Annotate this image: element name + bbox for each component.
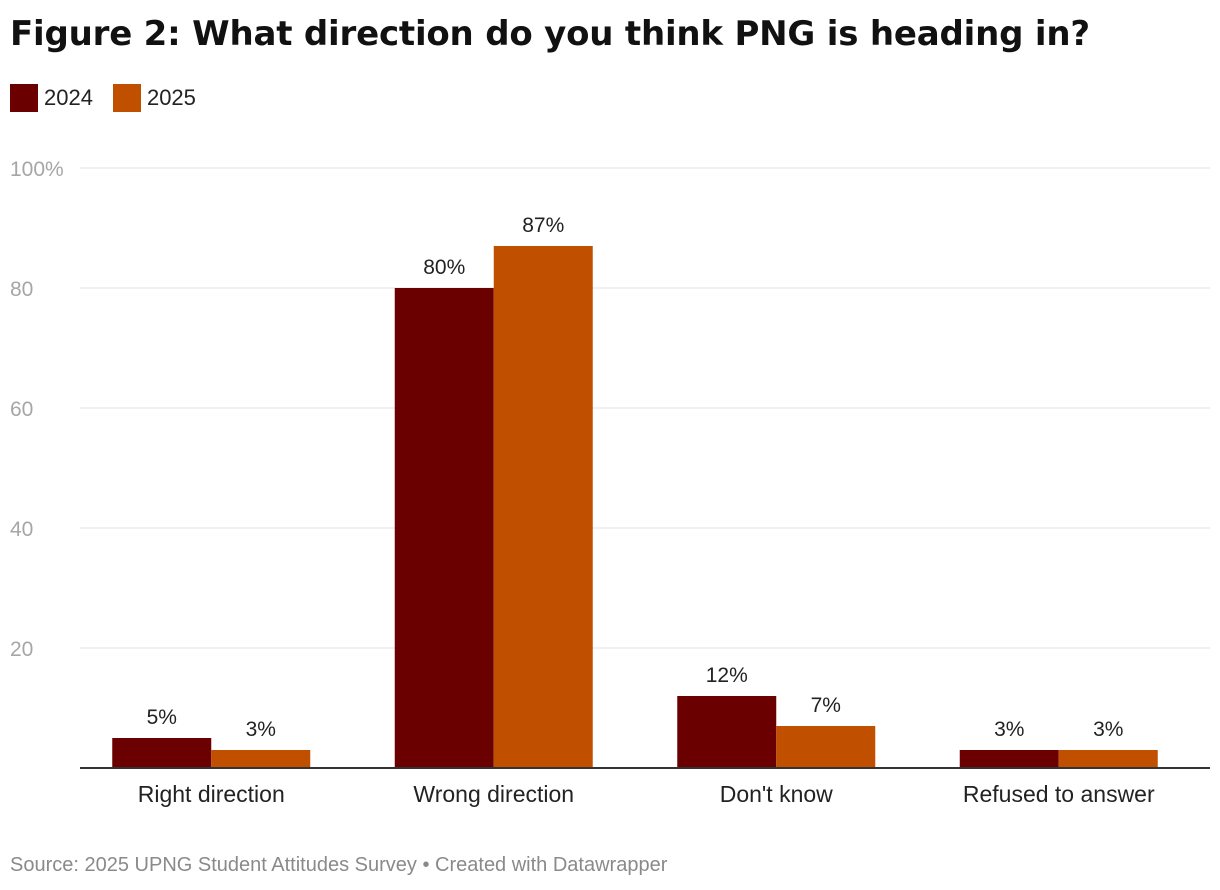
data-label: 3% — [246, 718, 276, 741]
legend-label-2025: 2025 — [146, 85, 196, 110]
footer-credit: Created with Datawrapper — [435, 854, 668, 876]
x-tick-label: Right direction — [138, 781, 285, 807]
bar-chart: 20 40 60 80 100% 5% 3% Right direction 80% 87% Wro… — [10, 158, 1210, 807]
y-tick-label: 100% — [10, 158, 64, 181]
y-tick-label: 80 — [10, 278, 33, 301]
x-tick-label: Wrong direction — [413, 781, 574, 807]
data-label: 3% — [994, 718, 1024, 741]
bar-2025 — [211, 750, 311, 768]
bar-2025 — [776, 726, 876, 768]
legend: 2024 2025 — [10, 84, 216, 112]
legend-swatch-2024 — [10, 84, 38, 112]
x-tick-label: Don't know — [720, 781, 833, 807]
y-tick-label: 40 — [10, 518, 33, 541]
data-label: 12% — [706, 664, 748, 687]
bar-2024 — [394, 288, 494, 768]
bar-2025 — [493, 246, 593, 768]
legend-label-2024: 2024 — [44, 85, 93, 110]
chart-title: Figure 2: What direction do you think PN… — [10, 14, 1090, 54]
footer-source: Source: 2025 UPNG Student Attitudes Surv… — [10, 854, 417, 876]
x-tick-label: Refused to answer — [963, 781, 1155, 807]
y-tick-label: 60 — [10, 398, 33, 421]
legend-item-2025: 2025 — [112, 84, 196, 112]
bar-2025 — [1058, 750, 1158, 768]
footer-separator: • — [416, 854, 436, 876]
legend-swatch-2025 — [112, 84, 141, 112]
bar-2024 — [677, 696, 777, 768]
y-tick-label: 20 — [10, 638, 33, 661]
data-label: 5% — [147, 706, 177, 729]
data-label: 3% — [1093, 718, 1123, 741]
legend-item-2024: 2024 — [10, 84, 93, 112]
data-label: 7% — [811, 694, 841, 717]
footer: Source: 2025 UPNG Student Attitudes Surv… — [10, 854, 667, 877]
bar-2024 — [112, 738, 212, 768]
bar-2024 — [959, 750, 1059, 768]
data-label: 80% — [423, 256, 465, 279]
data-label: 87% — [522, 214, 564, 237]
